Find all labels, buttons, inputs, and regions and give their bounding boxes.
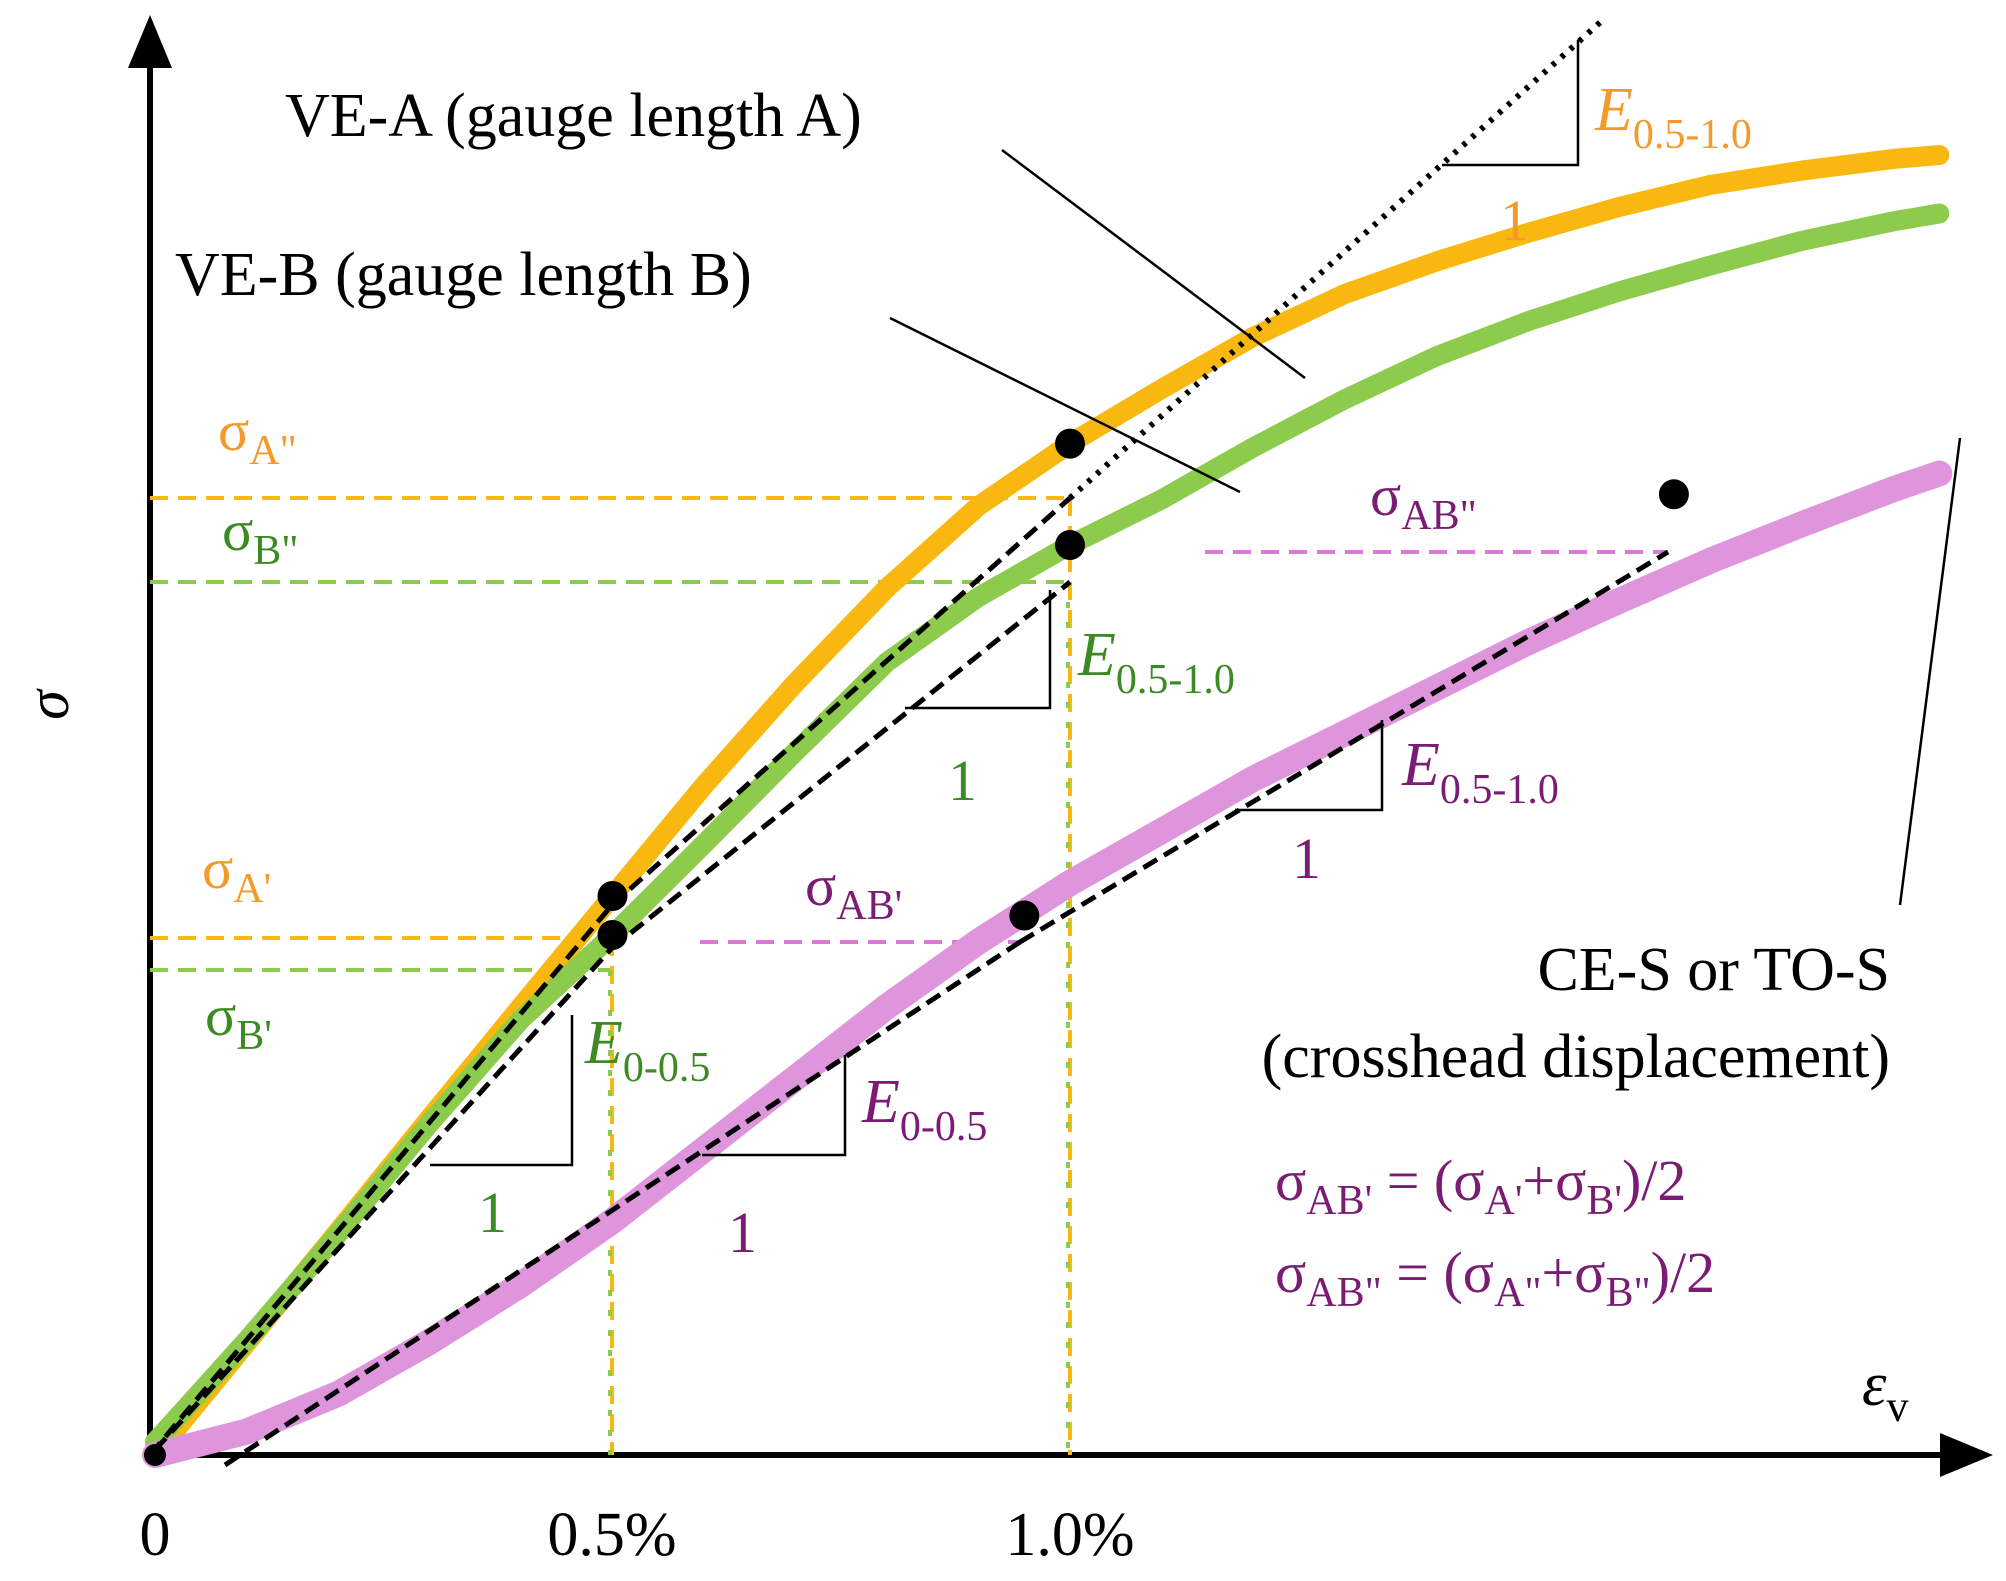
modulus-pink-05-label: E0.5-1.0 (1401, 731, 1559, 813)
data-point-3 (1055, 530, 1085, 560)
sigma-b1-label: σB' (205, 983, 272, 1059)
points-layer (144, 428, 1689, 1466)
modulus-top-label: E0.5-1.0 (1594, 76, 1752, 158)
guide-lines (150, 496, 1668, 1455)
label-ve-a: VE-A (gauge length A) (285, 82, 862, 150)
series-line-crosshead (142, 460, 1953, 1468)
x-axis-label: εv (1862, 1351, 1908, 1431)
sigma-a1-label: σA' (202, 836, 271, 912)
equation-ab2: σAB" = (σA"+σB")/2 (1275, 1240, 1715, 1316)
data-point-1 (597, 920, 628, 950)
label-crosshead-2: (crosshead displacement) (1262, 1023, 1890, 1091)
x-tick-label-0.5: 0.5% (547, 1501, 676, 1569)
modulus-pink-00-label: E0-0.5 (861, 1068, 987, 1150)
sigma-a2-label: σA" (218, 398, 297, 474)
data-point-5 (1658, 479, 1689, 510)
label-ve-b: VE-B (gauge length B) (175, 241, 752, 309)
triangle-green-e05 (905, 590, 1052, 710)
axes (128, 15, 1993, 1477)
data-point-4 (1009, 900, 1040, 931)
label-crosshead-1: CE-S or TO-S (1537, 936, 1890, 1004)
x-tick-label-0: 0 (140, 1501, 171, 1569)
modulus-green-05-label: E0.5-1.0 (1077, 621, 1235, 703)
triangle-pink-e05 (1235, 720, 1384, 812)
slope-b-05-10 (610, 580, 1072, 950)
x-axis-arrow (1940, 1433, 1993, 1477)
y-axis-label: σ (15, 688, 81, 720)
slope-b-0-05 (153, 946, 614, 1452)
data-point-origin (144, 1444, 166, 1466)
one-top-label: 1 (1500, 188, 1529, 253)
triangle-pink-e00 (702, 1055, 847, 1157)
x-tick-label-1.0: 1.0% (1005, 1501, 1134, 1569)
leader-lines (889, 149, 1962, 906)
slope-a-05-10 (610, 496, 1072, 907)
slope-a-extension (1067, 15, 1608, 501)
modulus-green-00-label: E0-0.5 (584, 1009, 710, 1091)
equation-ab1: σAB' = (σA'+σB')/2 (1275, 1148, 1686, 1224)
data-point-0 (597, 881, 628, 911)
slope-ce-0-05 (223, 939, 1022, 1468)
leader-ve-b (889, 316, 1241, 494)
one-pink-00-label: 1 (728, 1200, 757, 1265)
sigma-b2-label: σB" (222, 498, 298, 574)
triangle-top-e05 (1442, 40, 1580, 167)
data-point-2 (1055, 428, 1085, 459)
leader-ve-a (1001, 149, 1306, 379)
one-green-05-label: 1 (948, 748, 977, 813)
sigma-ab2-label: σAB" (1370, 463, 1477, 539)
slope-ce-05-10 (1018, 549, 1670, 945)
x-axis-label-sub: v (1886, 1382, 1908, 1431)
slope-triangles (430, 40, 1580, 1167)
triangle-green-e00 (430, 1015, 574, 1167)
leader-ce (1898, 437, 1962, 906)
sigma-ab1-label: σAB' (805, 853, 902, 929)
y-axis-arrow (128, 15, 172, 68)
slope-lines (148, 15, 1670, 1468)
one-green-00-label: 1 (478, 1180, 507, 1245)
one-pink-05-label: 1 (1292, 826, 1321, 891)
x-axis-label-symbol: ε (1862, 1351, 1887, 1419)
